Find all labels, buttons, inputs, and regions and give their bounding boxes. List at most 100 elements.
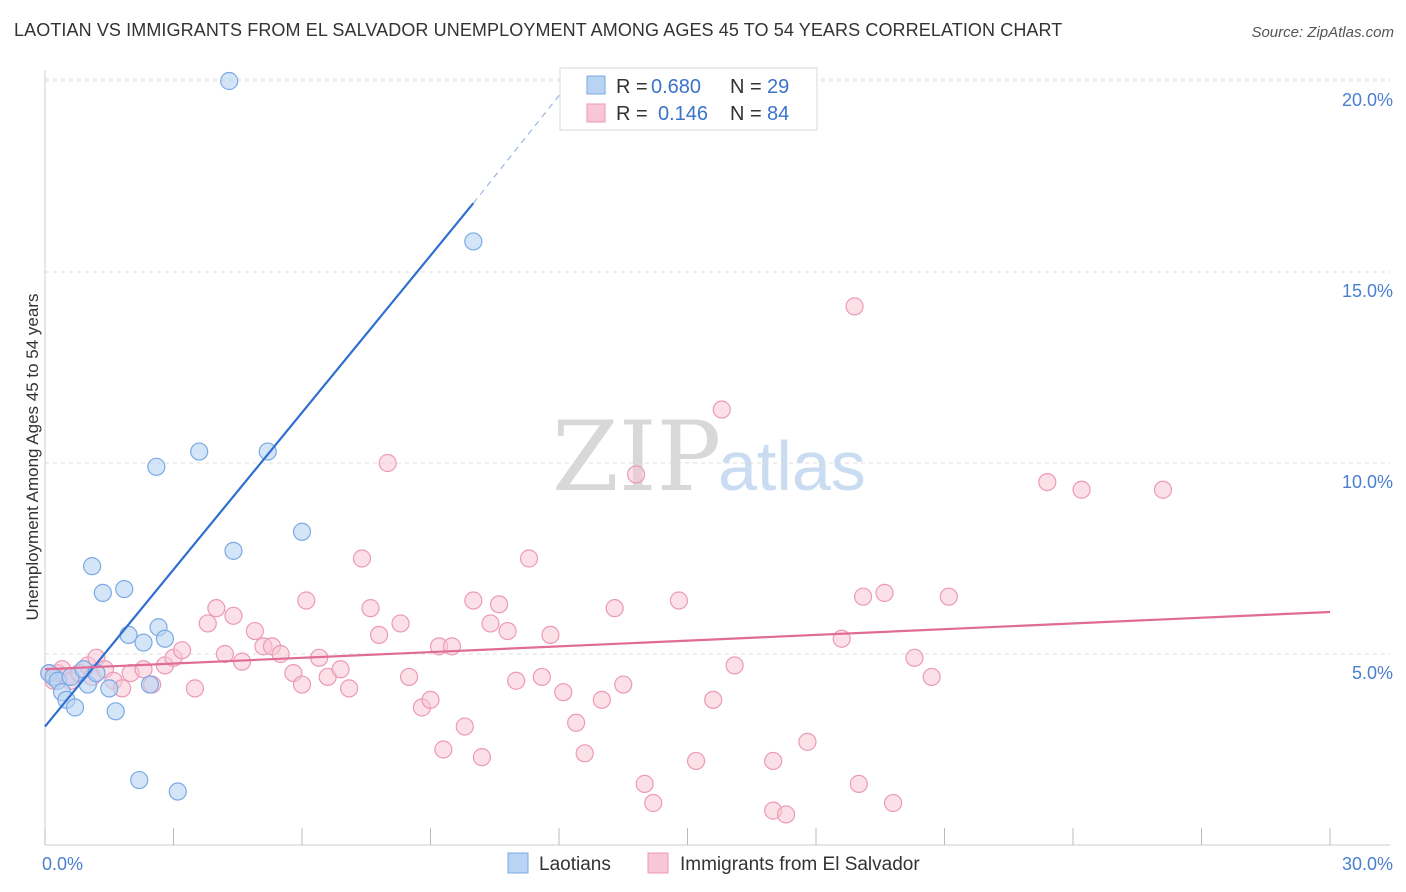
laotian-point-17 [134, 633, 153, 652]
salvador-point-40 [391, 614, 410, 633]
laotian-trend-extension [472, 84, 569, 204]
salvador-point-51 [489, 595, 509, 614]
salvador-point-54 [519, 549, 539, 568]
salvador-series [40, 297, 1173, 824]
salvador-point-43 [421, 690, 440, 709]
salvador-point-78 [854, 587, 873, 606]
laotian-point-27 [292, 522, 312, 541]
laotian-point-15 [119, 625, 138, 645]
salvador-point-63 [626, 465, 646, 484]
salvador-point-50 [481, 614, 500, 633]
bottom-legend-label-laotian: Laotians [539, 854, 611, 875]
x-axis-ticks [44, 828, 1331, 845]
axes [44, 70, 1390, 846]
salvador-point-80 [883, 793, 903, 813]
salvador-point-30 [292, 675, 312, 694]
laotian-point-9 [83, 557, 102, 576]
legend-r-label-salvador: R = [616, 103, 648, 125]
salvador-point-55 [532, 667, 551, 687]
salvador-point-61 [605, 599, 624, 618]
top-legend: R = 0.680 N = 29 R = 0.146 N = 84 [559, 67, 818, 131]
laotian-point-14 [115, 579, 134, 599]
legend-n-label-salvador: N = [730, 103, 762, 125]
legend-swatch-laotian [586, 75, 606, 95]
y-tick-label-2: 15.0% [1342, 281, 1393, 301]
salvador-point-18 [172, 641, 192, 660]
salvador-point-59 [575, 744, 594, 763]
bottom-legend-swatch-laotian [507, 852, 529, 874]
salvador-point-39 [378, 453, 397, 473]
salvador-point-52 [498, 621, 517, 641]
salvador-point-25 [245, 621, 264, 641]
laotian-point-6 [65, 698, 85, 717]
salvador-point-74 [798, 732, 817, 751]
laotian-point-13 [106, 702, 125, 721]
legend-n-value-salvador: 84 [767, 103, 789, 125]
salvador-point-84 [1038, 473, 1057, 492]
watermark-atlas: atlas [718, 427, 866, 505]
y-axis-tick-labels: 5.0% 10.0% 15.0% 20.0% [1342, 90, 1393, 683]
bottom-legend-swatch-salvador [647, 852, 669, 874]
laotian-point-19 [147, 457, 166, 476]
legend-r-value-laotian: 0.680 [651, 76, 701, 98]
salvador-point-31 [297, 591, 316, 610]
salvador-point-14 [134, 660, 153, 679]
salvador-point-66 [669, 591, 689, 610]
salvador-point-70 [725, 656, 744, 675]
legend-r-value-salvador: 0.146 [658, 103, 708, 125]
salvador-point-68 [704, 690, 723, 709]
salvador-point-21 [207, 599, 226, 618]
laotian-point-25 [224, 541, 243, 560]
salvador-point-86 [1153, 480, 1173, 499]
bottom-legend-label-salvador: Immigrants from El Salvador [680, 854, 920, 875]
laotian-trend-line [44, 202, 475, 728]
laotian-point-18 [140, 675, 160, 694]
salvador-point-22 [215, 644, 234, 664]
salvador-point-81 [905, 648, 924, 667]
salvador-point-47 [455, 717, 474, 736]
salvador-point-77 [849, 774, 868, 793]
salvador-point-83 [939, 587, 958, 606]
salvador-point-57 [554, 683, 573, 702]
watermark-zip: ZIP [552, 401, 721, 513]
salvador-trend-line [44, 610, 1331, 671]
legend-n-label-laotian: N = [730, 76, 762, 98]
y-tick-label-0: 5.0% [1352, 663, 1393, 683]
salvador-point-60 [592, 690, 611, 709]
salvador-point-37 [361, 599, 380, 618]
trend-lines [44, 84, 1331, 728]
salvador-point-41 [399, 667, 419, 687]
salvador-point-65 [644, 793, 663, 813]
salvador-point-38 [370, 625, 389, 645]
laotian-point-24 [220, 71, 239, 91]
chart-title: LAOTIAN VS IMMIGRANTS FROM EL SALVADOR U… [14, 20, 1063, 40]
salvador-point-23 [224, 606, 243, 625]
laotian-series [40, 71, 483, 801]
source-credit: Source: ZipAtlas.com [1251, 24, 1394, 41]
salvador-point-36 [352, 549, 372, 568]
salvador-point-56 [541, 625, 560, 645]
salvador-point-34 [331, 660, 350, 679]
salvador-point-20 [198, 614, 217, 633]
laotian-point-28 [464, 232, 483, 251]
y-axis-label: Unemployment Among Ages 45 to 54 years [23, 294, 42, 621]
laotian-point-23 [190, 442, 209, 461]
laotian-point-26 [258, 442, 277, 461]
salvador-point-85 [1072, 480, 1091, 499]
salvador-point-58 [567, 713, 586, 732]
salvador-point-73 [776, 805, 796, 824]
salvador-point-69 [712, 400, 731, 419]
salvador-point-62 [614, 675, 633, 694]
laotian-point-12 [100, 679, 119, 698]
salvador-point-76 [845, 297, 864, 316]
salvador-point-35 [340, 679, 359, 698]
salvador-point-71 [764, 751, 783, 771]
laotian-point-22 [168, 782, 187, 801]
salvador-point-48 [464, 591, 483, 610]
x-tick-label-max: 30.0% [1342, 854, 1393, 874]
salvador-point-53 [507, 671, 526, 690]
salvador-point-64 [635, 774, 654, 793]
salvador-point-67 [686, 751, 706, 771]
grid-lines [45, 78, 1390, 655]
